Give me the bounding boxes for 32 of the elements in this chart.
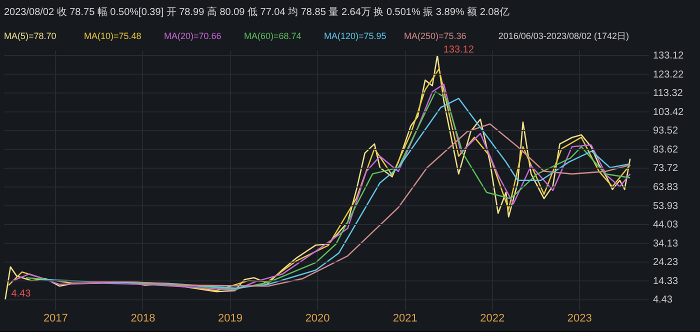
chart-title: 2023/08/02 收 78.75 幅 0.50%[0.39] 开 78.99 高 80.09 低 77.04 均 78.85 量 2.64万 换 0.501% 振 3.89% 额 2.08亿 [4, 6, 510, 18]
text: MA(20)=70.66 [164, 31, 222, 41]
y-tick-label: 83.62 [653, 144, 678, 156]
x-tick-label: 2019 [218, 312, 243, 324]
text: MA(120)=75.95 [324, 31, 386, 41]
y-tick-label: 113.32 [653, 88, 684, 100]
annotation: 133.12 [443, 44, 474, 56]
text: MA(60)=68.74 [244, 31, 302, 41]
x-tick-label: 2018 [130, 312, 156, 324]
annotation: 4.43 [11, 288, 32, 300]
y-tick-label: 63.83 [653, 182, 678, 193]
x-tick-label: 2021 [392, 312, 418, 324]
y-tick-label: 14.33 [653, 276, 678, 287]
text: MA(10)=75.48 [84, 31, 142, 41]
y-tick-label: 123.22 [653, 69, 684, 80]
x-tick-label: 2020 [305, 312, 330, 324]
y-tick-label: 93.52 [653, 126, 678, 137]
y-tick-label: 4.43 [653, 294, 673, 306]
x-tick-label: 2023 [567, 312, 592, 324]
y-tick-label: 73.72 [653, 163, 678, 174]
y-tick-label: 24.23 [653, 257, 678, 268]
y-tick-label: 103.42 [653, 106, 684, 118]
x-tick-label: 2017 [43, 312, 68, 324]
text: MA(250)=75.36 [404, 31, 466, 41]
y-tick-label: 53.93 [653, 200, 678, 212]
y-tick-label: 34.13 [653, 238, 678, 250]
y-tick-label: 44.03 [653, 220, 678, 231]
text: 2016/06/03-2023/08/02 (1742日) [498, 31, 629, 41]
line-series [88, 123, 631, 287]
text: MA(5)=78.70 [4, 31, 56, 41]
y-tick-label: 133.12 [653, 50, 684, 62]
x-tick-label: 2022 [480, 312, 505, 324]
